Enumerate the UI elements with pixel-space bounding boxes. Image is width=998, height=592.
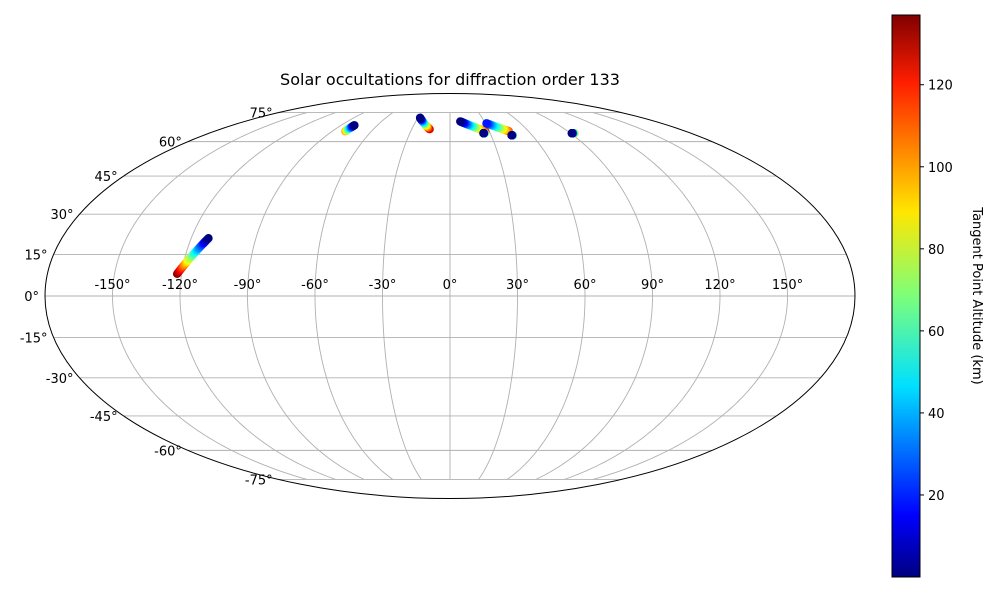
mollweide-map: -150° -120° -90° -60° -30° 0° 30° 60° 90° 120° 150… xyxy=(20,93,856,499)
y-tick-label: 45° xyxy=(95,170,118,185)
map-outline xyxy=(44,93,856,499)
colorbar: Tangent Point Altitude (km) 20 40 60 80 100 1… xyxy=(891,14,984,578)
y-tick-label: -75° xyxy=(245,473,273,488)
colorbar-label: Tangent Point Altitude (km) xyxy=(969,206,984,384)
y-tick-label: 60° xyxy=(159,136,182,151)
y-tick-label: 15° xyxy=(25,249,48,264)
colorbar-tick-label: 20 xyxy=(928,489,945,504)
colorbar-tick-label: 100 xyxy=(928,161,953,176)
y-tick-label: -30° xyxy=(46,372,74,387)
y-tick-label: -45° xyxy=(90,410,118,425)
occultation-point xyxy=(507,131,516,140)
x-tick-label: -30° xyxy=(369,278,397,293)
x-tick-label: 0° xyxy=(443,278,458,293)
y-tick-label: 30° xyxy=(50,208,73,223)
occultation-point xyxy=(482,119,491,128)
occultation-point xyxy=(456,117,465,126)
colorbar-tick-label: 40 xyxy=(928,407,945,422)
x-tick-label: 120° xyxy=(704,278,735,293)
x-tick-label: 90° xyxy=(641,278,664,293)
occultation-point xyxy=(479,129,488,138)
x-tick-label: 150° xyxy=(772,278,803,293)
x-tick-label: 60° xyxy=(573,278,596,293)
x-tick-label: -90° xyxy=(234,278,262,293)
x-tick-label: -60° xyxy=(301,278,329,293)
y-tick-label: 75° xyxy=(250,107,273,122)
colorbar-tick-label: 80 xyxy=(928,243,945,258)
y-tick-label: -60° xyxy=(154,444,182,459)
occultation-point xyxy=(350,121,359,130)
x-tick-label: -150° xyxy=(94,278,130,293)
colorbar-tick-label: 60 xyxy=(928,325,945,340)
chart-title: Solar occultations for diffraction order… xyxy=(280,70,620,89)
y-tick-label: -15° xyxy=(20,331,48,346)
colorbar-tick-label: 120 xyxy=(928,79,953,94)
colorbar-gradient xyxy=(891,14,921,578)
occultation-point xyxy=(567,129,577,138)
x-tick-label: 30° xyxy=(506,278,529,293)
y-tick-label: 0° xyxy=(24,290,39,305)
occultation-point xyxy=(204,234,213,243)
occultation-point xyxy=(415,113,425,122)
x-tick-label: -120° xyxy=(162,278,198,293)
